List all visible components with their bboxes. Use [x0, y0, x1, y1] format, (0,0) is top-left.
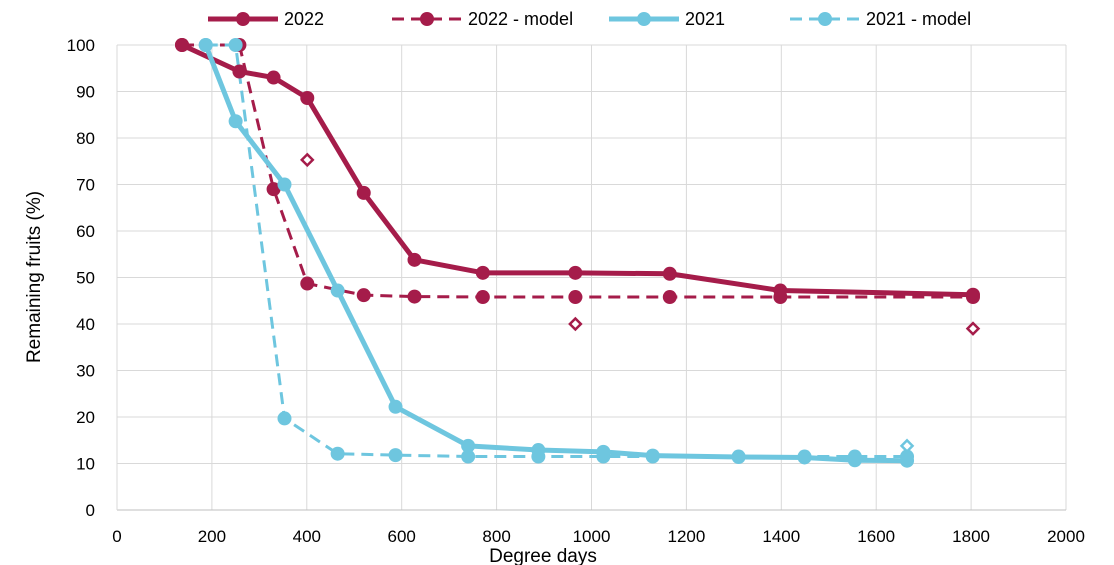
diamond-marker: [300, 152, 315, 168]
series-point: [900, 453, 915, 468]
series-point: [407, 252, 422, 267]
legend-marker: [236, 12, 250, 26]
series-point: [228, 38, 243, 52]
y-tick-label: 90: [76, 83, 95, 102]
series-point: [662, 266, 677, 281]
series-point: [228, 114, 243, 129]
series-point: [475, 290, 490, 305]
series-point: [330, 283, 345, 298]
series-point: [356, 288, 371, 303]
y-tick-label: 20: [76, 408, 95, 427]
series-point: [773, 283, 788, 298]
y-tick-label: 0: [86, 501, 95, 520]
y-tick-label: 10: [76, 455, 95, 474]
series-point: [300, 276, 315, 291]
series-point: [266, 182, 281, 197]
y-tick-label: 80: [76, 129, 95, 148]
series-point: [645, 448, 660, 463]
x-tick-label: 0: [112, 527, 121, 546]
x-tick-label: 200: [198, 527, 226, 546]
extra-markers: [300, 152, 981, 454]
legend-label: 2021: [685, 9, 725, 29]
series-point: [797, 450, 812, 465]
diamond-marker: [568, 316, 583, 332]
x-tick-label: 1000: [573, 527, 611, 546]
series-point: [232, 64, 247, 79]
x-tick-label: 800: [482, 527, 510, 546]
series-point: [266, 70, 281, 85]
series-point: [277, 411, 292, 426]
x-tick-label: 1400: [762, 527, 800, 546]
legend-marker: [637, 12, 651, 26]
x-tick-label: 600: [388, 527, 416, 546]
legend-label: 2022: [284, 9, 324, 29]
tick-labels: 0 200 400 600 800 1000 1200 1400 1600 1800 2000 0 10…: [67, 36, 1085, 546]
y-tick-label: 40: [76, 315, 95, 334]
y-tick-label: 70: [76, 176, 95, 195]
series-point: [847, 453, 862, 468]
legend-marker: [818, 12, 832, 26]
series-point: [596, 444, 611, 459]
x-tick-label: 400: [293, 527, 321, 546]
y-tick-label: 50: [76, 269, 95, 288]
legend-label: 2021 - model: [866, 9, 971, 29]
series-point: [356, 185, 371, 200]
x-tick-label: 1200: [667, 527, 705, 546]
series-point: [388, 448, 403, 463]
series-point: [198, 38, 213, 52]
diamond-marker: [899, 438, 915, 454]
series-point: [330, 446, 345, 461]
x-tick-label: 1800: [952, 527, 990, 546]
x-tick-label: 2000: [1047, 527, 1085, 546]
series-point: [300, 91, 315, 106]
series-point: [175, 38, 190, 52]
grid-lines: [117, 44, 1067, 510]
diamond-marker: [965, 321, 981, 336]
axes: [116, 45, 1066, 511]
y-axis-title: Remaining fruits (%): [24, 191, 45, 363]
series-point: [662, 290, 677, 305]
y-tick-label: 100: [67, 36, 95, 55]
series-line: [182, 43, 973, 299]
series-point: [461, 438, 476, 453]
series-point: [568, 265, 583, 280]
legend: 2022 2022 - model 2021 2021 - model: [208, 9, 971, 29]
legend-label: 2022 - model: [468, 9, 573, 29]
series-point: [407, 289, 422, 304]
series-point: [461, 449, 476, 464]
series-point: [475, 265, 490, 280]
x-tick-label: 1600: [857, 527, 895, 546]
series-point: [731, 449, 746, 464]
series-point: [277, 177, 292, 192]
x-axis-title: Degree days: [489, 546, 597, 565]
series-line: [180, 42, 974, 298]
series-point: [531, 443, 546, 458]
legend-marker: [420, 12, 434, 26]
series-group: [175, 38, 980, 468]
y-tick-label: 30: [76, 362, 95, 381]
series-point: [388, 399, 403, 414]
series-point: [965, 287, 980, 302]
y-tick-label: 60: [76, 222, 95, 241]
series-point: [568, 290, 583, 305]
